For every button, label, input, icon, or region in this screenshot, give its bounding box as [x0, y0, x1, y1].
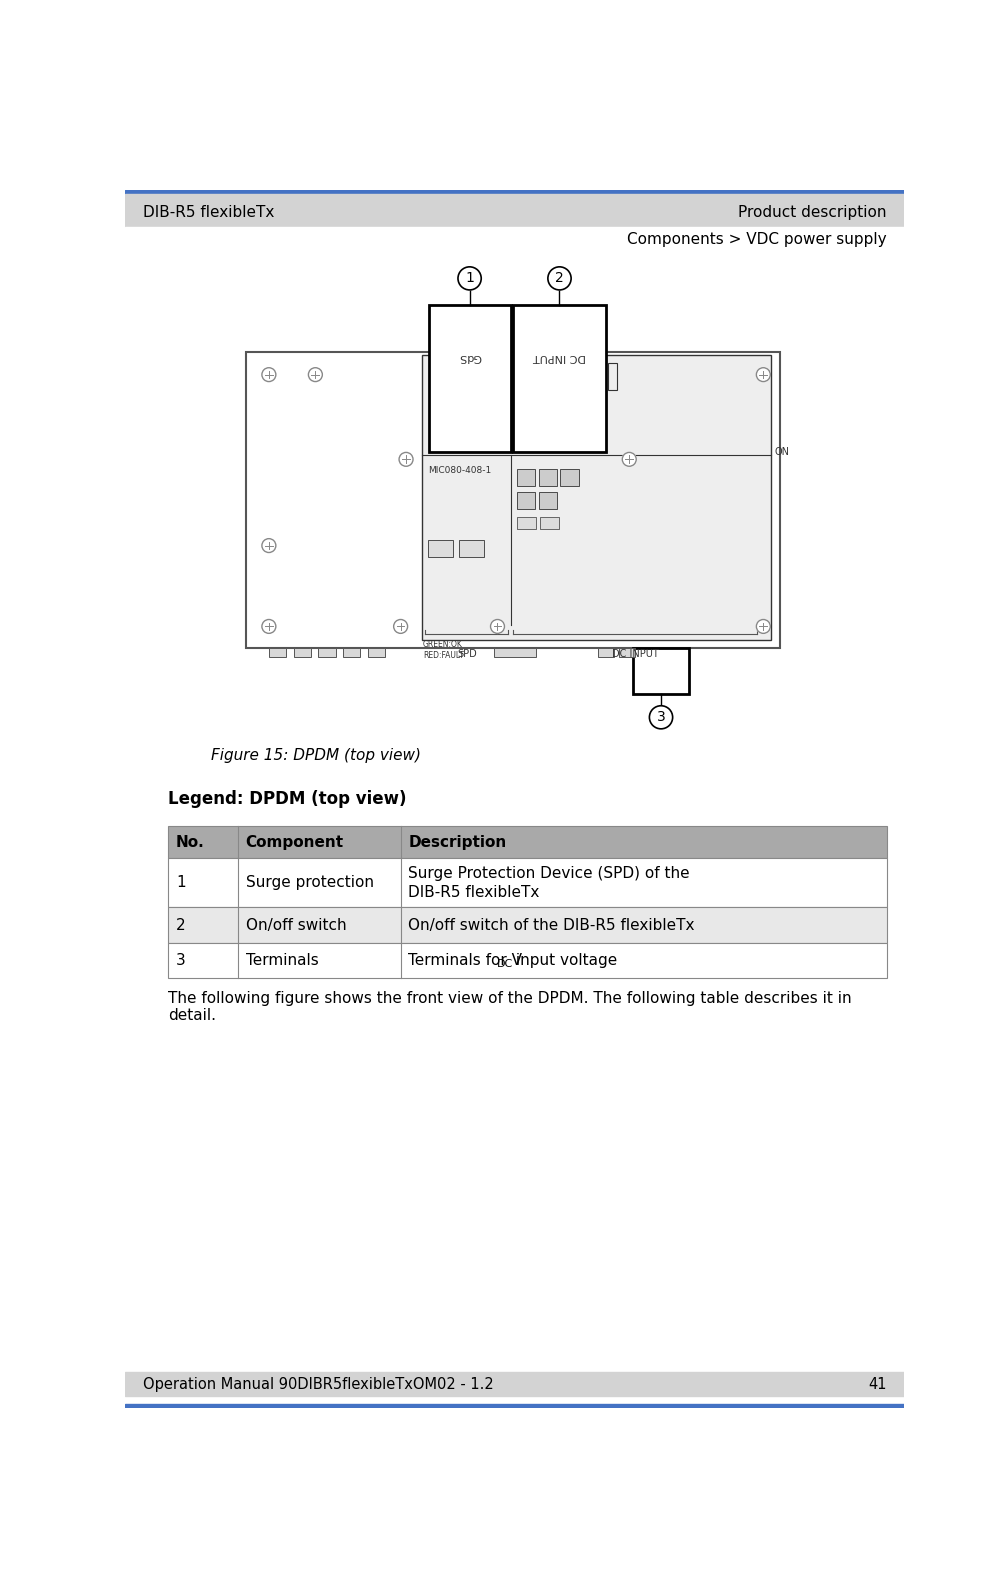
Circle shape [622, 452, 636, 467]
Bar [125, 190, 903, 193]
Bar [368, 649, 385, 657]
Bar [517, 517, 536, 528]
Bar [607, 364, 616, 391]
Circle shape [548, 267, 571, 290]
Bar [493, 649, 536, 657]
Text: Description: Description [408, 835, 507, 850]
Bar [598, 649, 613, 657]
Text: 3: 3 [176, 952, 186, 968]
Text: Component: Component [246, 835, 343, 850]
Bar [458, 539, 483, 557]
Bar [168, 826, 886, 857]
Bar [343, 649, 360, 657]
Text: DC INPUT: DC INPUT [611, 649, 658, 660]
Text: On/off switch: On/off switch [246, 918, 346, 933]
Bar [540, 517, 559, 528]
Bar [421, 356, 770, 641]
Bar [560, 470, 579, 486]
Text: Terminals for V: Terminals for V [408, 952, 522, 968]
Text: 2: 2 [555, 272, 564, 285]
Bar [294, 649, 310, 657]
Circle shape [398, 452, 412, 467]
Text: On/off switch of the DIB-R5 flexibleTx: On/off switch of the DIB-R5 flexibleTx [408, 918, 694, 933]
Bar [429, 305, 511, 451]
Circle shape [308, 367, 322, 381]
Bar [633, 649, 688, 694]
Bar [125, 193, 903, 226]
Circle shape [457, 267, 480, 290]
Circle shape [262, 367, 276, 381]
Text: MIC080-408-1: MIC080-408-1 [427, 467, 490, 475]
Text: Legend: DPDM (top view): Legend: DPDM (top view) [168, 791, 406, 808]
Bar [269, 649, 286, 657]
Bar [517, 492, 535, 509]
Bar [538, 492, 557, 509]
Text: DC: DC [496, 959, 513, 968]
Bar [168, 857, 886, 908]
Text: 1: 1 [176, 875, 186, 891]
Text: Terminals: Terminals [246, 952, 318, 968]
Text: 41: 41 [868, 1376, 886, 1392]
Circle shape [755, 367, 769, 381]
Text: DC INPUT: DC INPUT [533, 351, 586, 362]
Text: input voltage: input voltage [511, 952, 617, 968]
Bar [538, 470, 557, 486]
Text: SPD: SPD [456, 649, 476, 660]
Bar [318, 649, 335, 657]
Bar [168, 908, 886, 943]
Circle shape [393, 620, 407, 633]
Circle shape [490, 620, 504, 633]
Text: DIB-R5 flexibleTx: DIB-R5 flexibleTx [408, 884, 540, 900]
Text: GdS: GdS [458, 351, 481, 362]
Text: 3: 3 [656, 710, 665, 725]
Text: No.: No. [176, 835, 205, 850]
Text: Surge Protection Device (SPD) of the: Surge Protection Device (SPD) of the [408, 865, 689, 881]
Circle shape [755, 620, 769, 633]
Bar [517, 470, 535, 486]
Text: Components > VDC power supply: Components > VDC power supply [626, 233, 886, 247]
Text: Product description: Product description [737, 206, 886, 220]
Text: Figure 15: DPDM (top view): Figure 15: DPDM (top view) [211, 748, 420, 763]
Text: Operation Manual 90DIBR5flexibleTxOM02 - 1.2: Operation Manual 90DIBR5flexibleTxOM02 -… [142, 1376, 492, 1392]
Text: ON: ON [774, 446, 789, 457]
Text: DIB-R5 flexibleTx: DIB-R5 flexibleTx [142, 206, 274, 220]
Circle shape [262, 620, 276, 633]
Text: The following figure shows the front view of the DPDM. The following table descr: The following figure shows the front vie… [168, 990, 851, 1006]
Bar [125, 1372, 903, 1397]
Bar [125, 1405, 903, 1408]
Bar [246, 351, 779, 649]
Bar [619, 649, 634, 657]
Text: Surge protection: Surge protection [246, 875, 373, 891]
Bar [513, 305, 606, 451]
Bar [168, 943, 886, 978]
Circle shape [649, 706, 672, 729]
Text: RED:FAULT: RED:FAULT [422, 652, 463, 660]
Text: 2: 2 [176, 918, 186, 933]
Text: detail.: detail. [168, 1008, 216, 1024]
Bar [427, 539, 452, 557]
Text: GREEN:OK: GREEN:OK [422, 641, 462, 649]
Bar [125, 226, 903, 253]
Circle shape [262, 538, 276, 552]
Text: 1: 1 [464, 272, 473, 285]
